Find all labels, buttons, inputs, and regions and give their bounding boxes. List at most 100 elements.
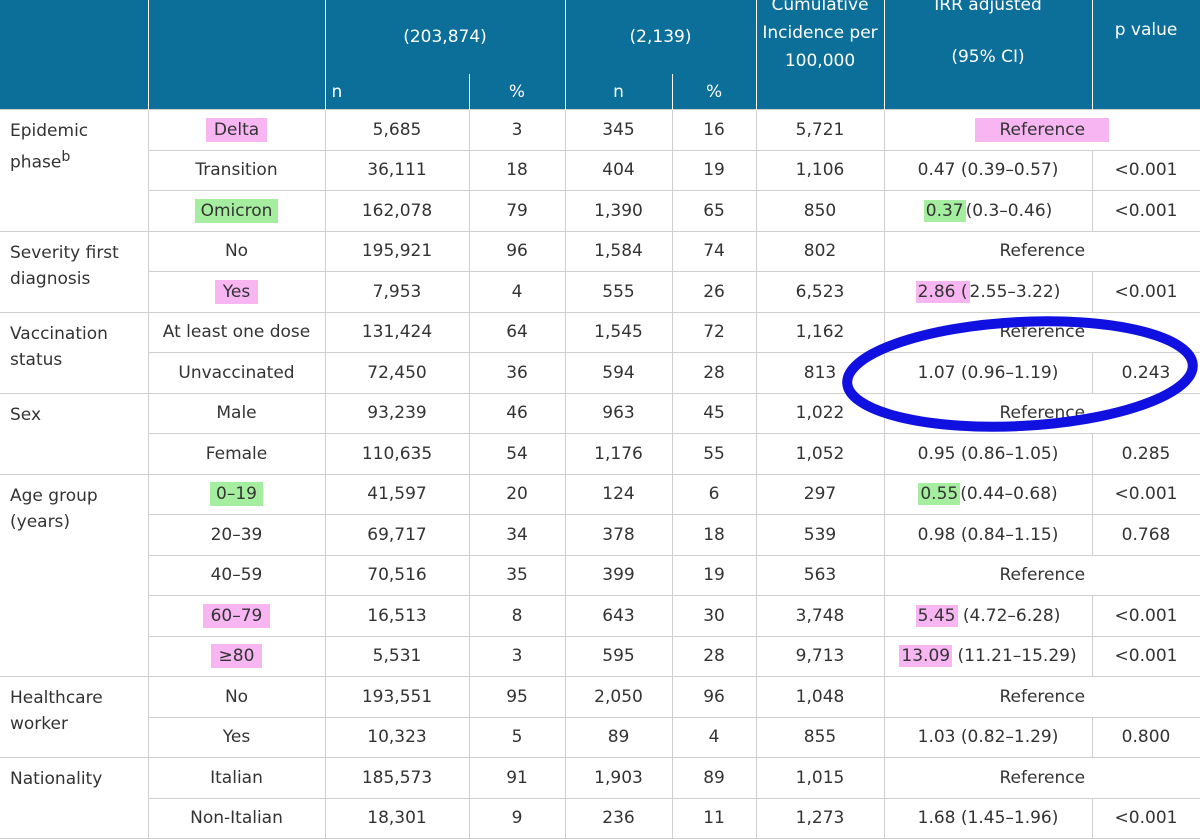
category-label: Delta — [205, 117, 268, 142]
value-cell-n2: 1,176 — [565, 433, 673, 475]
header-pct1: % — [469, 74, 566, 110]
variable-cell: Nationality — [0, 757, 149, 839]
category-cell: No — [148, 676, 326, 718]
variable-label: Nationality — [10, 769, 103, 789]
category-cell: At least one dose — [148, 312, 326, 353]
variable-label: Age group (years) — [10, 485, 98, 532]
value-cell-n1: 5,685 — [325, 109, 470, 151]
irr-cell: Reference — [884, 312, 1200, 353]
irr-estimate: 0.37 — [923, 199, 966, 222]
value-cell-p2: 6 — [672, 474, 757, 515]
variable-label: Healthcare worker — [10, 688, 103, 734]
value-cell-n1: 10,323 — [325, 717, 470, 758]
value-cell-ci: 1,106 — [756, 150, 885, 191]
pvalue-cell: <0.001 — [1092, 150, 1200, 191]
irr-estimate: 2.86 ( — [915, 280, 970, 303]
variable-cell: Severity first diagnosis — [0, 231, 149, 313]
irr-value: 0.47 (0.39–0.57) — [917, 160, 1059, 181]
irr-cell: Reference — [884, 231, 1200, 272]
category-cell: Unvaccinated — [148, 352, 326, 394]
value-cell-p1: 35 — [469, 555, 566, 596]
header-group2-count: (2,139) — [565, 0, 757, 74]
value-cell-p1: 96 — [469, 231, 566, 272]
irr-value: Reference — [999, 767, 1086, 788]
pvalue-cell: 0.768 — [1092, 514, 1200, 556]
irr-cell: Reference — [884, 676, 1200, 718]
value-cell-n2: 963 — [565, 393, 673, 434]
variable-cell: Healthcare worker — [0, 676, 149, 758]
header-irr-spacer — [885, 19, 1092, 43]
value-cell-p1: 3 — [469, 636, 566, 677]
value-cell-n2: 2,050 — [565, 676, 673, 718]
footnote-marker: b — [61, 149, 71, 165]
irr-value: Reference — [999, 322, 1086, 343]
value-cell-n1: 72,450 — [325, 352, 470, 394]
value-cell-ci: 1,022 — [756, 393, 885, 434]
category-label: No — [224, 686, 249, 707]
variable-cell: Age group (years) — [0, 474, 149, 677]
value-cell-n1: 162,078 — [325, 190, 470, 232]
category-label: ≥80 — [210, 644, 263, 669]
value-cell-n1: 69,717 — [325, 514, 470, 556]
irr-cell: 0.95 (0.86–1.05) — [884, 433, 1093, 475]
table-body: Epidemic phaseb Delta 5,685 3 345 16 5,721 Refe… — [0, 109, 1200, 839]
table-row: 40–59 70,516 35 399 19 563 Reference — [0, 555, 1200, 596]
value-cell-p2: 65 — [672, 190, 757, 232]
value-cell-n2: 555 — [565, 271, 673, 313]
header-n2: n — [565, 74, 673, 110]
value-cell-ci: 297 — [756, 474, 885, 515]
pvalue-cell: <0.001 — [1092, 798, 1200, 839]
value-cell-n2: 1,903 — [565, 757, 673, 799]
value-cell-ci: 1,048 — [756, 676, 885, 718]
value-cell-n2: 1,584 — [565, 231, 673, 272]
value-cell-ci: 5,721 — [756, 109, 885, 151]
category-cell: Transition — [148, 150, 326, 191]
value-cell-p1: 91 — [469, 757, 566, 799]
value-cell-n2: 595 — [565, 636, 673, 677]
category-label: Female — [205, 443, 268, 464]
category-label: Italian — [210, 767, 263, 788]
value-cell-ci: 563 — [756, 555, 885, 596]
category-cell: Omicron — [148, 190, 326, 232]
value-cell-n2: 399 — [565, 555, 673, 596]
value-cell-ci: 1,162 — [756, 312, 885, 353]
table-row: Yes 10,323 5 89 4 855 1.03 (0.82–1.29) 0.800 — [0, 717, 1200, 758]
value-cell-n1: 70,516 — [325, 555, 470, 596]
category-cell: Male — [148, 393, 326, 434]
irr-value: 1.07 (0.96–1.19) — [917, 362, 1059, 383]
header-irr-ci: (95% CI) — [951, 47, 1025, 67]
value-cell-n1: 195,921 — [325, 231, 470, 272]
irr-cell: Reference — [884, 109, 1200, 151]
value-cell-p1: 36 — [469, 352, 566, 394]
value-cell-n1: 93,239 — [325, 393, 470, 434]
value-cell-p2: 28 — [672, 636, 757, 677]
table-row: Transition 36,111 18 404 19 1,106 0.47 (0.39–0… — [0, 150, 1200, 191]
header-n1: n — [325, 74, 470, 110]
table-row: ≥80 5,531 3 595 28 9,713 13.09 (11.21–15.29) <0… — [0, 636, 1200, 677]
pvalue-cell: 0.243 — [1092, 352, 1200, 394]
category-cell: Italian — [148, 757, 326, 799]
table-header: (203,874) (2,139) Cumulative Incidence p… — [0, 0, 1200, 110]
value-cell-n1: 5,531 — [325, 636, 470, 677]
irr-cell: 0.98 (0.84–1.15) — [884, 514, 1093, 556]
value-cell-p2: 4 — [672, 717, 757, 758]
variable-label: Vaccination status — [10, 323, 108, 370]
variable-cell: Sex — [0, 393, 149, 475]
value-cell-p1: 95 — [469, 676, 566, 718]
irr-cell: 13.09 (11.21–15.29) — [884, 636, 1093, 677]
value-cell-n2: 1,390 — [565, 190, 673, 232]
category-cell: 40–59 — [148, 555, 326, 596]
irr-interval: (0.44–0.68) — [960, 484, 1058, 505]
value-cell-p2: 96 — [672, 676, 757, 718]
irr-cell: 5.45 (4.72–6.28) — [884, 595, 1093, 637]
value-cell-p1: 9 — [469, 798, 566, 839]
value-cell-p2: 16 — [672, 109, 757, 151]
pvalue-cell: <0.001 — [1092, 271, 1200, 313]
irr-value: Reference — [999, 403, 1086, 424]
irr-interval: 2.55–3.22) — [969, 281, 1061, 302]
value-cell-ci: 802 — [756, 231, 885, 272]
category-cell: Non-Italian — [148, 798, 326, 839]
value-cell-p2: 55 — [672, 433, 757, 475]
value-cell-n1: 131,424 — [325, 312, 470, 353]
